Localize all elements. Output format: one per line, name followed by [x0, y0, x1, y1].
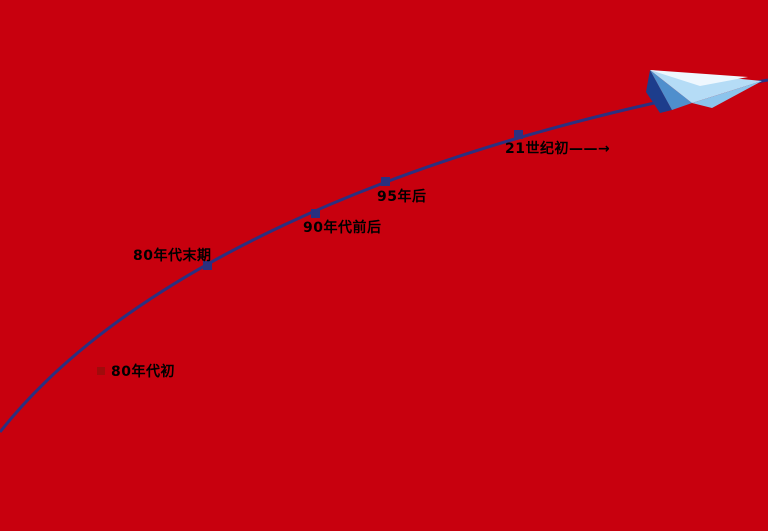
marker-80s-early-icon [97, 367, 105, 375]
marker-95-later-icon [381, 177, 390, 186]
marker-90s-icon [311, 209, 320, 218]
label-era-80s-early: 80年代初 [111, 364, 175, 380]
growth-curve-line [0, 78, 768, 433]
curve-markers [203, 130, 523, 270]
marker-80s-late-icon [203, 261, 212, 270]
marker-21century-icon [514, 130, 523, 139]
paper-plane-icon [646, 70, 762, 113]
label-era-95-later: 95年后 [377, 189, 427, 205]
label-era-21century: 21世纪初——→ [505, 141, 611, 157]
label-era-90s: 90年代前后 [303, 220, 382, 236]
label-era-80s-late: 80年代末期 [133, 248, 212, 264]
